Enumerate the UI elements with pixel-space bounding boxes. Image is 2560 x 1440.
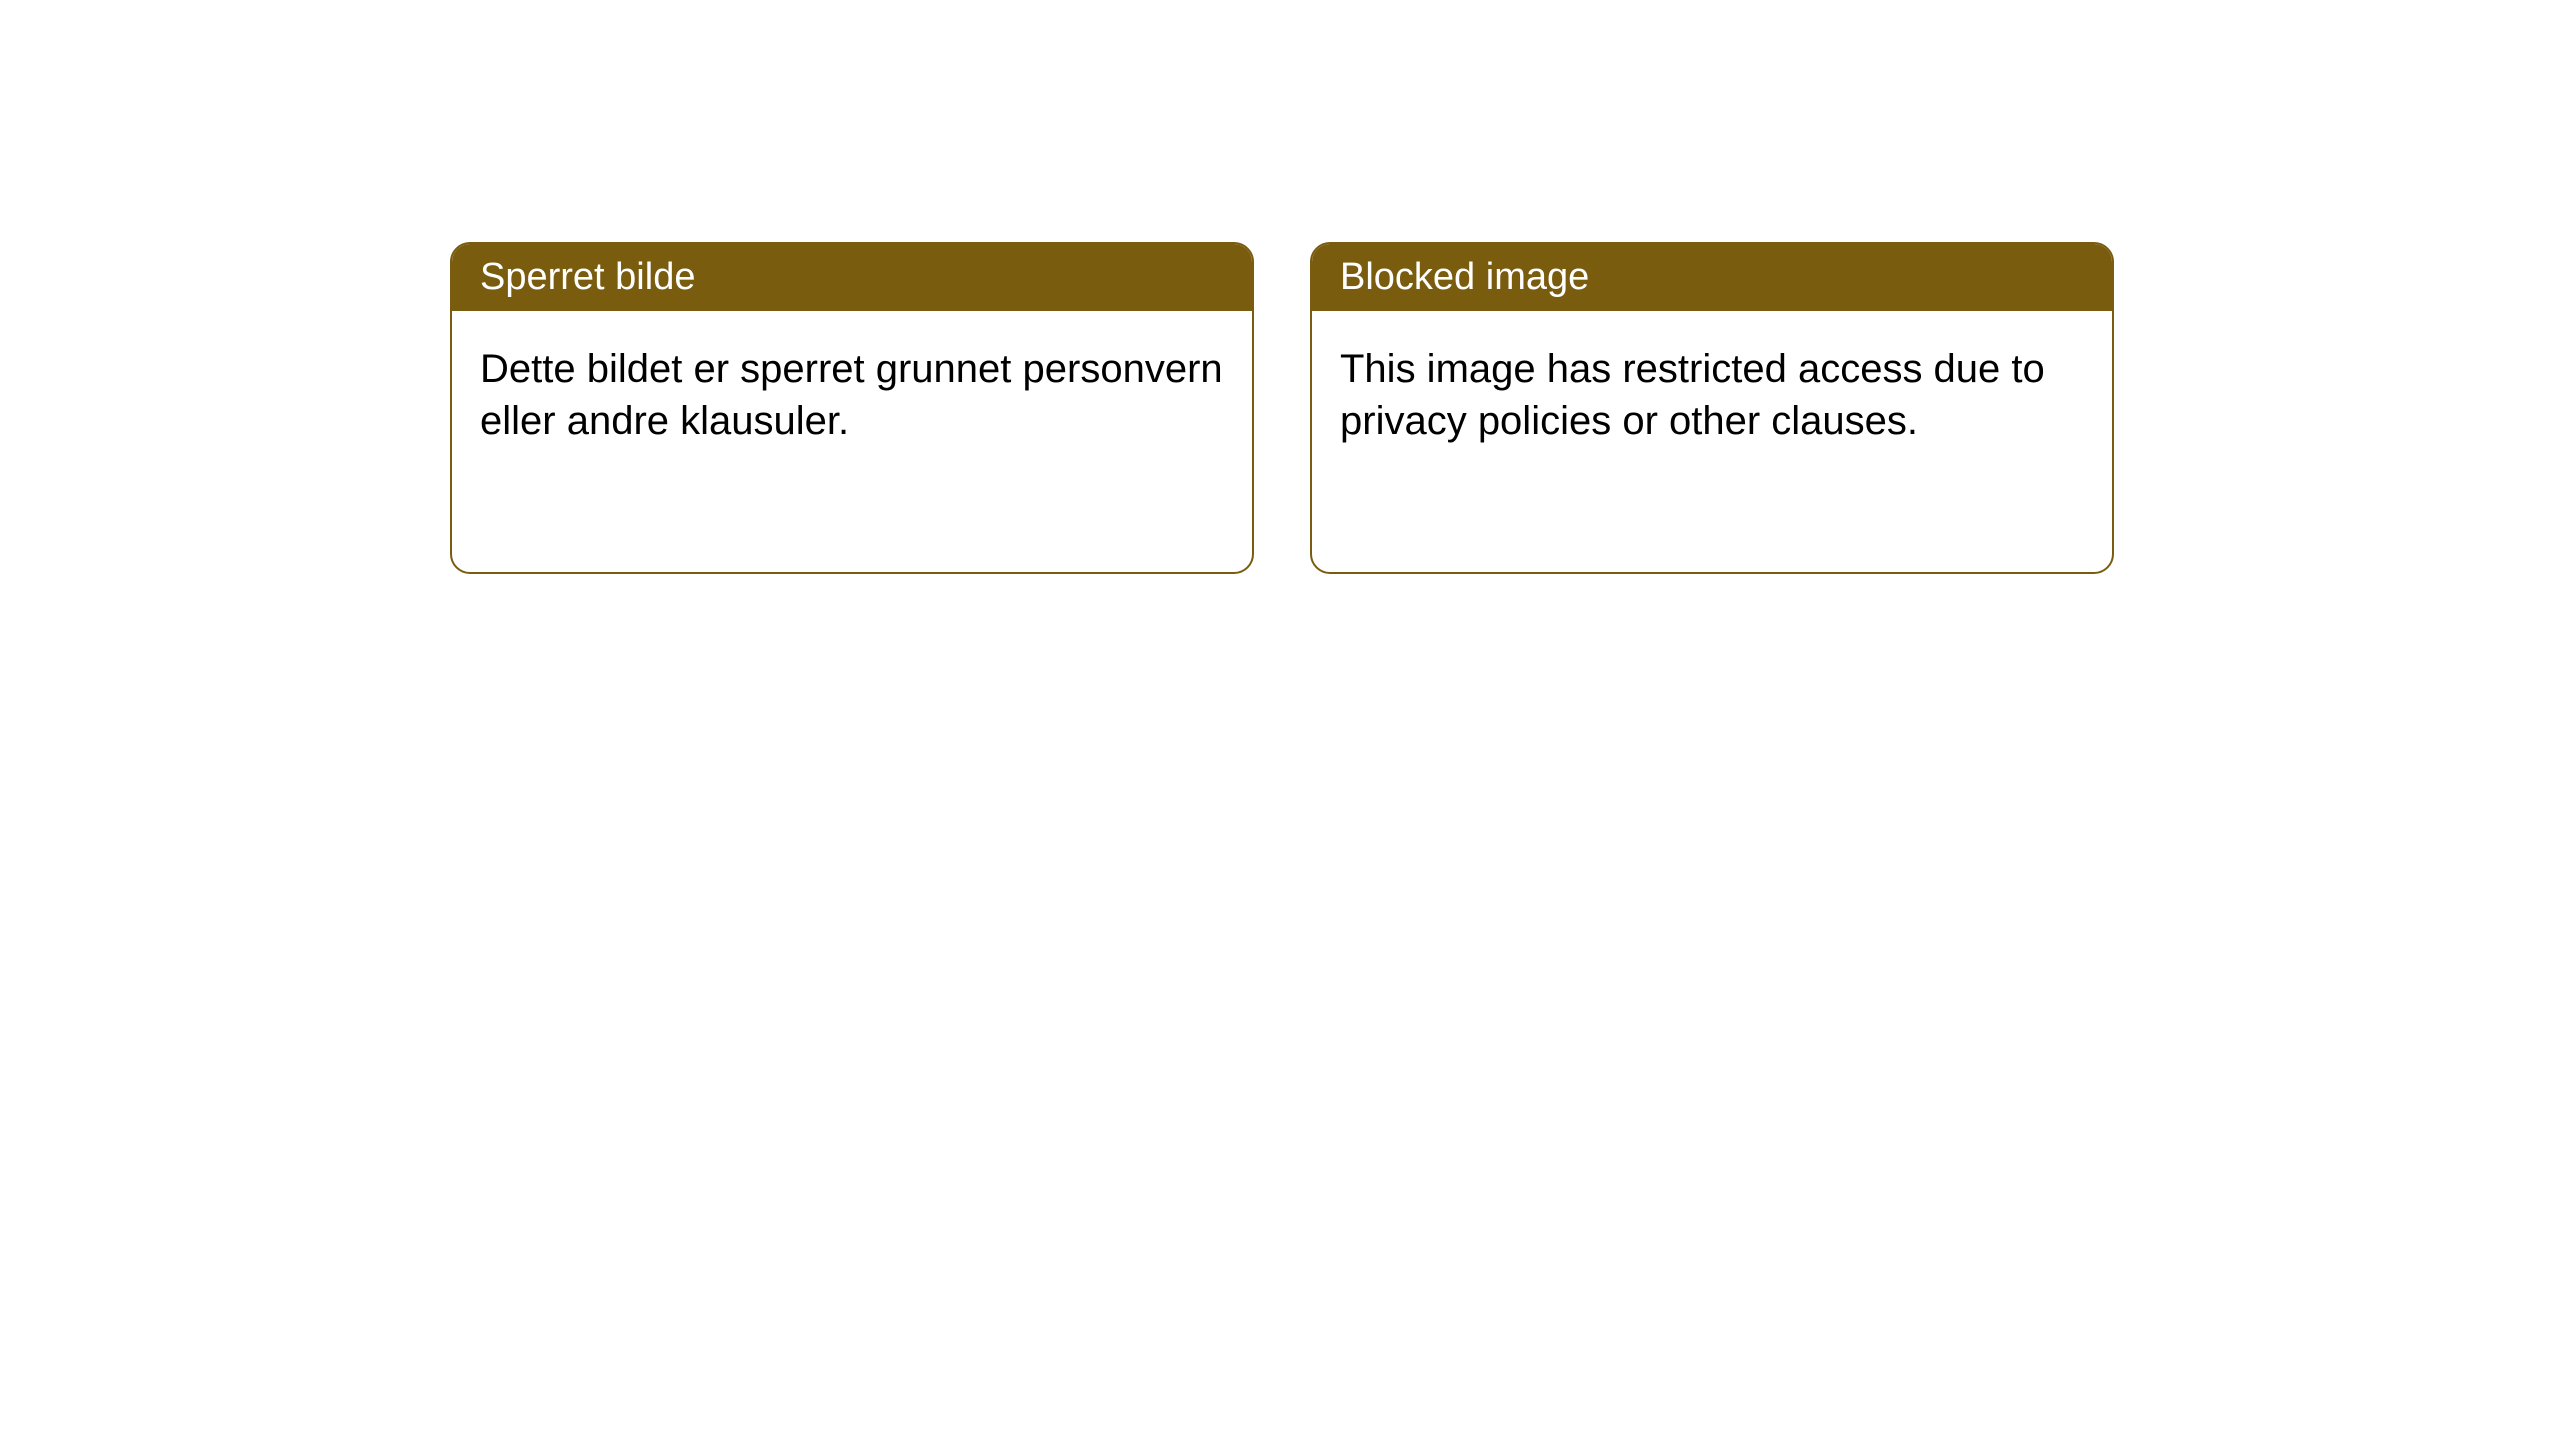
notice-title: Sperret bilde	[452, 244, 1252, 311]
notice-card-norwegian: Sperret bilde Dette bildet er sperret gr…	[450, 242, 1254, 574]
notice-title: Blocked image	[1312, 244, 2112, 311]
notice-body: This image has restricted access due to …	[1312, 311, 2112, 479]
notice-container: Sperret bilde Dette bildet er sperret gr…	[0, 0, 2560, 574]
notice-card-english: Blocked image This image has restricted …	[1310, 242, 2114, 574]
notice-body: Dette bildet er sperret grunnet personve…	[452, 311, 1252, 479]
